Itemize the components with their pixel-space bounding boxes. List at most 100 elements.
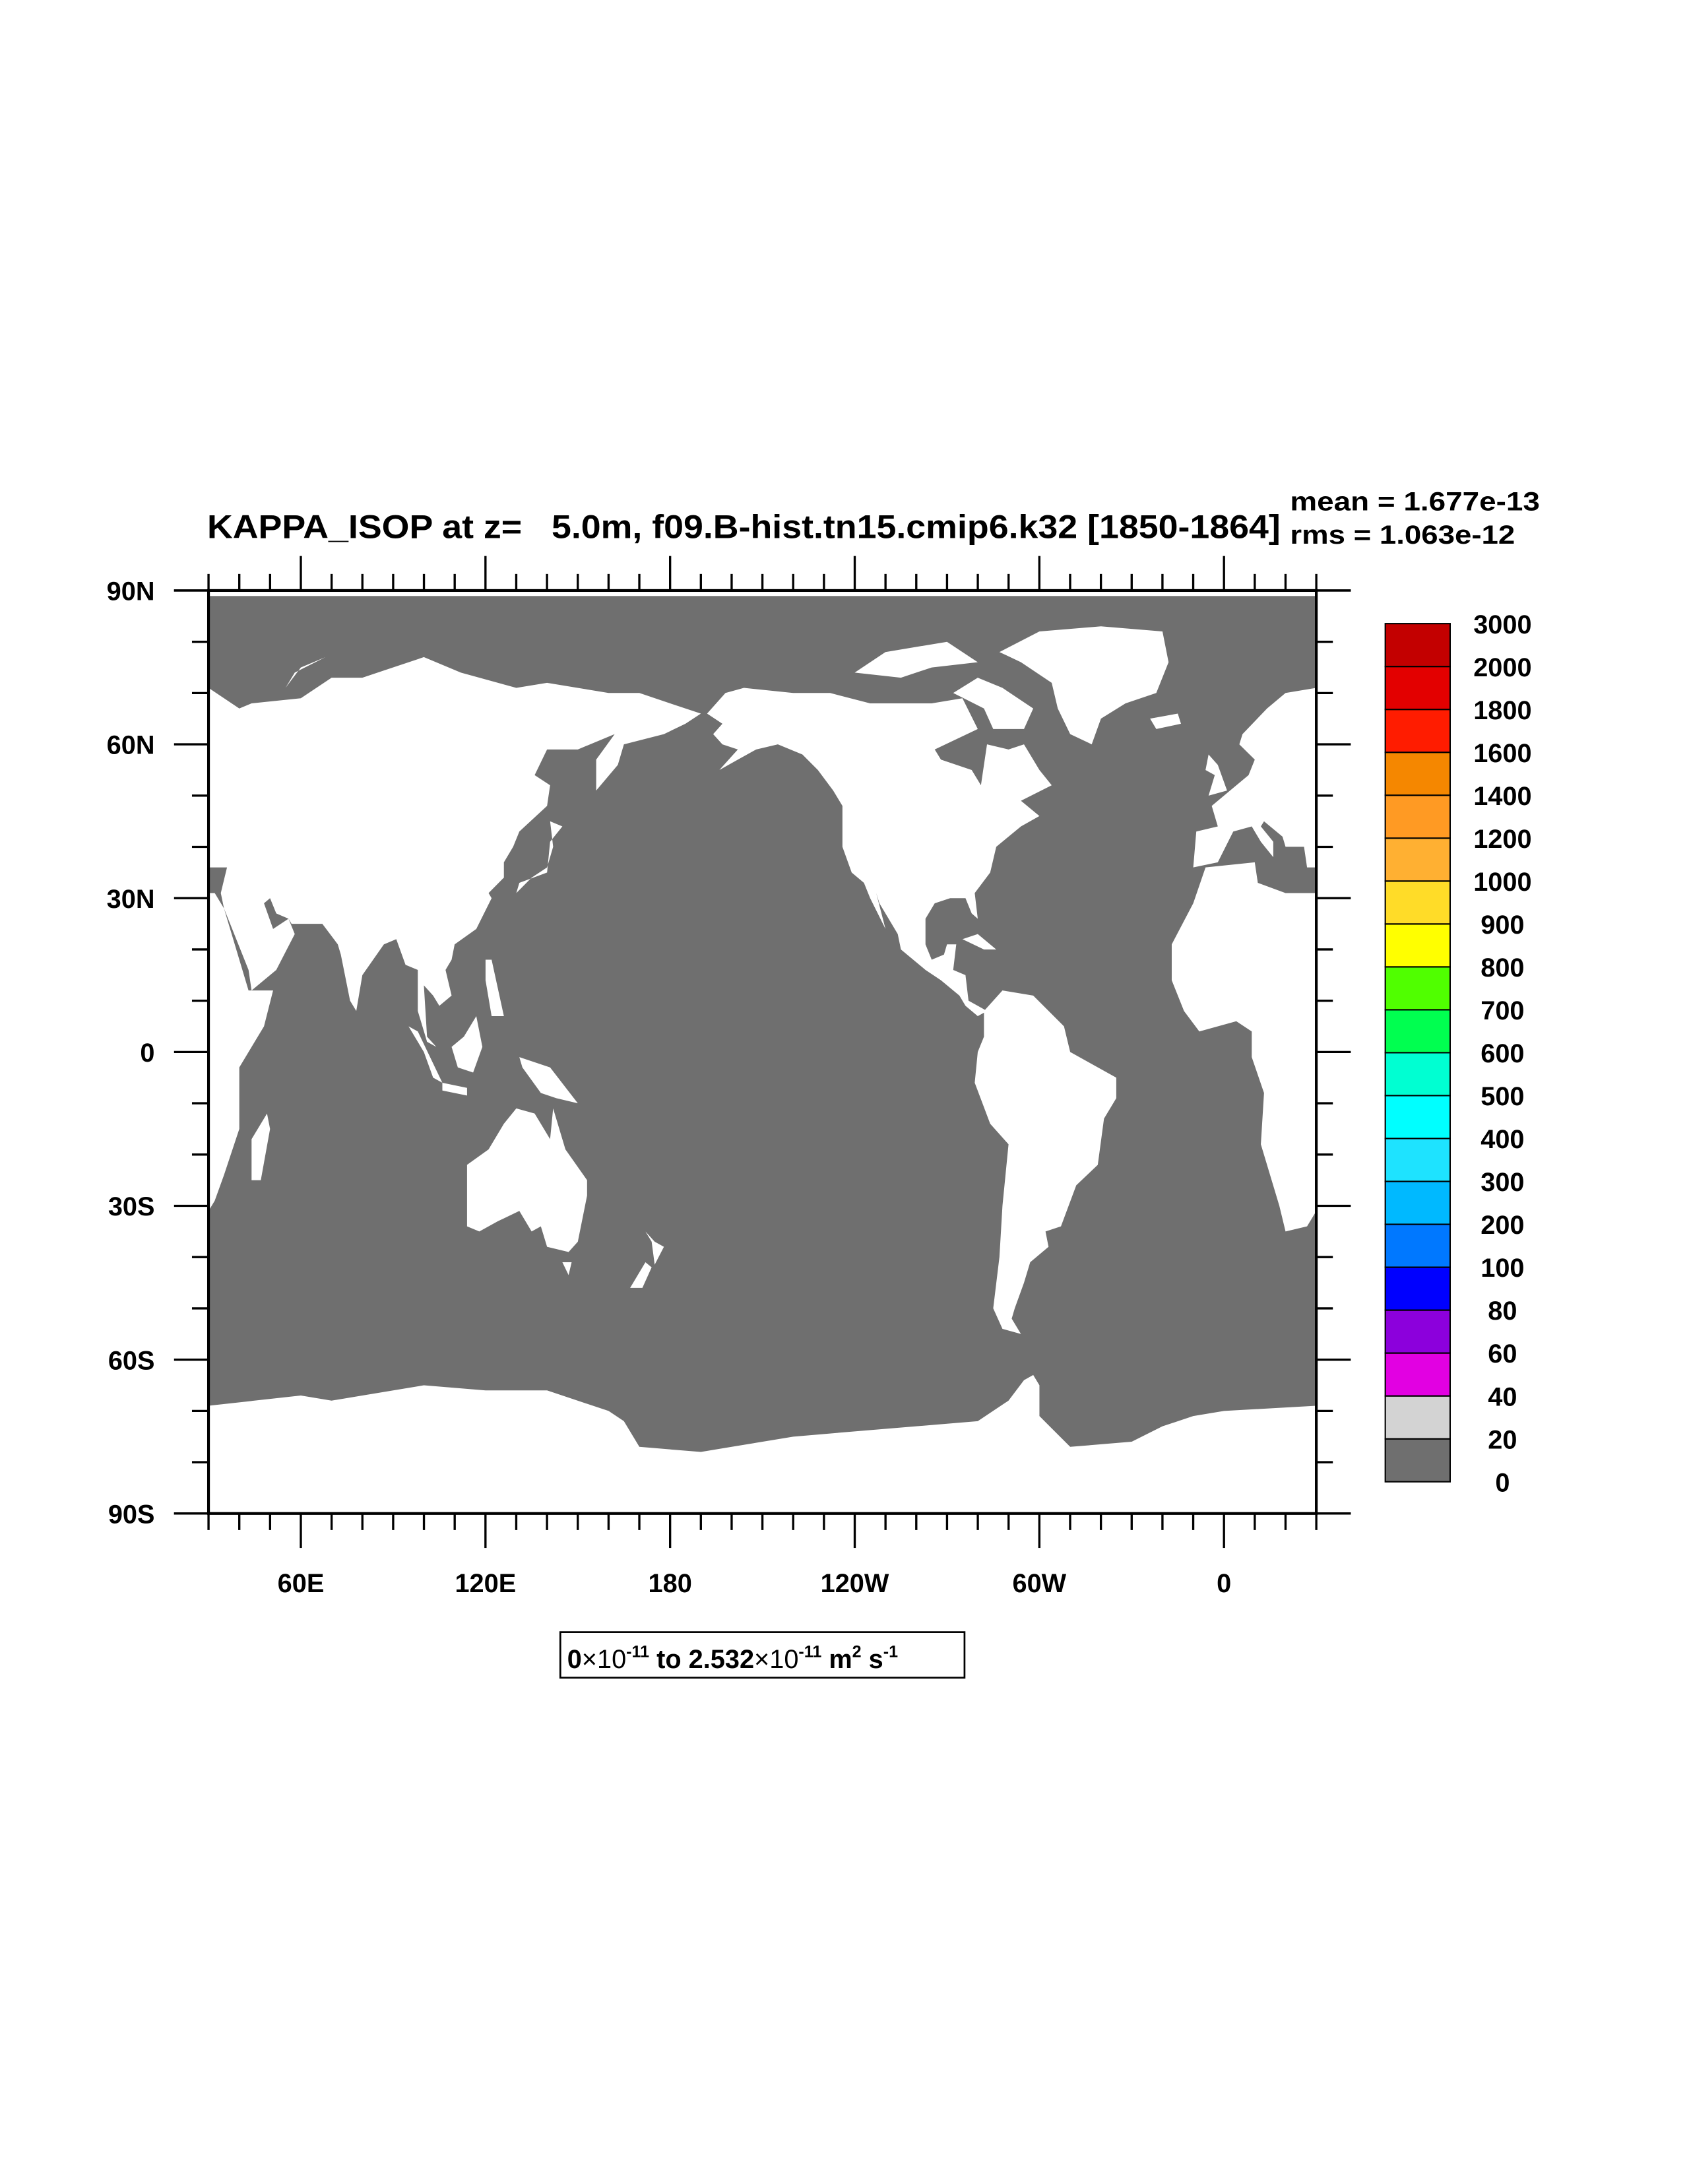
land-madagascar: [1359, 1114, 1378, 1180]
land-south-america: [974, 990, 1116, 1334]
colorbar-box: [1384, 966, 1451, 1011]
x-tick-label: 0: [1217, 1569, 1231, 1598]
colorbar-label: 1600: [1473, 739, 1531, 768]
x-tick-label: 60E: [278, 1569, 325, 1598]
colorbar-box: [1384, 709, 1451, 754]
land-tasmania: [1670, 1262, 1679, 1275]
land-greenland: [999, 626, 1169, 745]
colorbar-label: 20: [1488, 1425, 1517, 1454]
land-cuba: [962, 934, 997, 950]
land-australia: [1575, 1108, 1689, 1252]
land-java: [442, 1082, 467, 1096]
colorbar-label: 60: [1488, 1339, 1517, 1368]
land-tasmania: [562, 1262, 572, 1275]
land-borneo: [451, 1015, 483, 1073]
x-tick-label: 120E: [455, 1569, 516, 1598]
land-greenland: [0, 626, 61, 744]
x-tick-label: 60W: [1013, 1569, 1067, 1598]
land-iceland: [1150, 713, 1181, 729]
land-java: [1550, 1083, 1575, 1095]
axis-ticks: 60E 120E 180 120W 60W 0 90N 60N 30N 0 30S 60S 90S: [107, 556, 1351, 1598]
colorbar-label: 900: [1481, 911, 1524, 940]
colorbar-box: [1384, 1052, 1451, 1097]
colorbar-box: [1384, 1095, 1451, 1140]
colorbar-label: 200: [1481, 1211, 1524, 1240]
land-south-america: [0, 990, 9, 1334]
x-tick-label: 180: [649, 1569, 692, 1598]
colorbar-label: 500: [1481, 1082, 1524, 1111]
y-tick-label: 60N: [107, 731, 155, 760]
colorbar-label: 600: [1481, 1039, 1524, 1068]
mean-stat: mean = 1.677e-13: [1290, 488, 1539, 517]
rms-stat: rms = 1.063e-12: [1290, 521, 1515, 550]
colorbar-label: 300: [1481, 1168, 1524, 1197]
land-new-guinea: [1627, 1057, 1686, 1103]
y-tick-label: 0: [140, 1039, 154, 1068]
colorbar-label: 700: [1481, 996, 1524, 1025]
land-madagascar: [251, 1113, 271, 1180]
colorbar-box: [1384, 837, 1451, 882]
land-africa: [1171, 862, 1317, 1232]
colorbar-label: 40: [1488, 1382, 1517, 1411]
colorbar-box: [1384, 794, 1451, 839]
land-baffin: [953, 678, 1034, 729]
svg-text:0×10-11 to 2.532×10-11 m2 s-1: 0×10-11 to 2.532×10-11 m2 s-1: [567, 1642, 898, 1674]
colorbar-label: 2000: [1473, 653, 1531, 682]
land-antarctica: [208, 1374, 1317, 1514]
colorbar-box: [1384, 1180, 1451, 1225]
colorbar-box: [1384, 1309, 1451, 1354]
colorbar-box: [1384, 666, 1451, 711]
colorbar-box: [1384, 1266, 1451, 1311]
colorbar-box: [1384, 880, 1451, 925]
land-arctic-islands: [854, 641, 978, 678]
land-new-guinea: [519, 1057, 578, 1104]
colorbar-label: 800: [1481, 953, 1524, 982]
land-britain: [1205, 754, 1227, 796]
land-eurasia: [1193, 688, 1317, 868]
colorbar-box: [1384, 1138, 1451, 1182]
colorbar-label: 0: [1495, 1468, 1510, 1497]
y-tick-label: 90S: [108, 1500, 155, 1529]
land-north-america: [707, 688, 1052, 1016]
colorbar-box: [1384, 923, 1451, 968]
colorbar-box: [1384, 1395, 1451, 1440]
colorbar-label: 1400: [1473, 782, 1531, 811]
colorbar-label: 3000: [1473, 610, 1531, 639]
range-label: 0×10-11 to 2.532×10-11 m2 s-1: [559, 1631, 966, 1679]
land-sumatra: [408, 1026, 443, 1083]
y-tick-label: 90N: [107, 577, 155, 606]
colorbar-box: [1384, 623, 1451, 668]
land-iceland: [42, 713, 73, 728]
land-eurasia: [208, 657, 701, 1047]
colorbar-label: 1200: [1473, 825, 1531, 854]
land-africa: [208, 893, 273, 1211]
colorbar-box: [1384, 1223, 1451, 1268]
land-philippines: [1593, 959, 1612, 1016]
colorbar-box: [1384, 752, 1451, 796]
map-area: [0, 590, 1689, 1514]
chart-title: KAPPA_ISOP at z= 5.0m, f09.B-hist.tn15.c…: [207, 508, 1281, 545]
land-borneo: [1560, 1016, 1591, 1073]
colorbar-box: [1384, 1438, 1451, 1483]
colorbar-label: 400: [1481, 1125, 1524, 1154]
x-tick-label: 120W: [821, 1569, 889, 1598]
land-australia: [466, 1108, 587, 1252]
land-arctic-edge: [208, 590, 1317, 596]
land-britain: [98, 755, 119, 796]
land-nz-south: [630, 1262, 652, 1288]
colorbar-label: 80: [1488, 1297, 1517, 1326]
colorbar-label: 100: [1481, 1254, 1524, 1283]
colorbar-box: [1384, 1352, 1451, 1397]
land-mask: [0, 590, 1689, 1514]
land-philippines: [485, 959, 504, 1016]
y-tick-label: 30N: [107, 885, 155, 914]
land-japan: [516, 821, 563, 893]
colorbar-label: 1800: [1473, 696, 1531, 725]
y-tick-label: 60S: [108, 1346, 155, 1375]
land-nz-north: [645, 1231, 664, 1265]
colorbar: 0 20 40 60 80 100 200 300 400 500 600 700 800 900 1000…: [1384, 610, 1532, 1497]
colorbar-box: [1384, 1009, 1451, 1054]
y-tick-label: 30S: [108, 1192, 155, 1221]
